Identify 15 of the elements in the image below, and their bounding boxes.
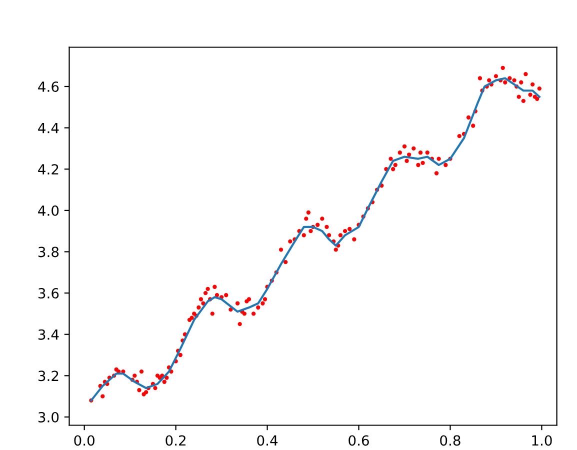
x-tick-label: 0.0 xyxy=(74,435,94,446)
y-tick-label: 4.2 xyxy=(38,164,58,174)
x-tick-label: 0.4 xyxy=(257,435,278,446)
y-tick-label: 4.6 xyxy=(38,81,59,92)
x-tick-label: 0.6 xyxy=(348,435,369,446)
x-tick-label: 0.2 xyxy=(166,435,186,446)
x-tick-label: 1.0 xyxy=(532,435,552,446)
y-tick-label: 3.4 xyxy=(38,329,59,340)
y-tick-label: 3.8 xyxy=(38,246,59,258)
y-tick-label: 3.0 xyxy=(38,412,59,422)
y-tick-label: 3.6 xyxy=(38,288,59,299)
x-tick-label: 0.8 xyxy=(440,435,460,446)
y-tick-label: 4.4 xyxy=(38,122,59,134)
y-tick-label: 3.2 xyxy=(38,370,58,382)
y-tick-label: 4.0 xyxy=(38,205,59,216)
